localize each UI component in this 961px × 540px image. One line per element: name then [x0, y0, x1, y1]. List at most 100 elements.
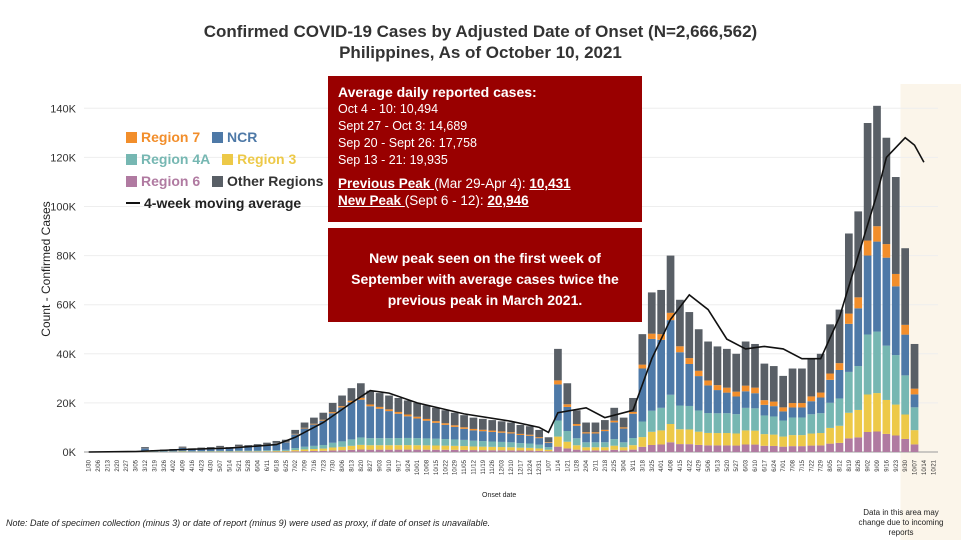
- bar-segment-ncr: [610, 422, 619, 440]
- previous-peak-label: Previous Peak: [338, 176, 435, 191]
- bar-segment-region6: [385, 449, 393, 452]
- bar-segment-region7: [873, 226, 881, 242]
- y-tick-label: 80K: [56, 251, 76, 263]
- legend-row-2: Region 4A Region 3: [126, 148, 331, 170]
- bar-segment-region7: [769, 401, 778, 407]
- bar-segment-other: [882, 137, 891, 245]
- bar-segment-other: [704, 341, 712, 381]
- bar-segment-region4a: [497, 441, 506, 448]
- new-peak: New Peak (Sept 6 - 12): 20,946: [338, 192, 632, 209]
- x-tick-label: 6/11: [265, 459, 271, 471]
- bar-segment-region3: [779, 436, 788, 447]
- bar-segment-other: [319, 412, 328, 420]
- bar-segment-region7: [638, 364, 647, 369]
- average-line-3: Sep 20 - Sept 26: 17,758: [338, 136, 477, 150]
- bar-segment-region6: [347, 449, 356, 452]
- bar-segment-region7: [629, 411, 637, 414]
- x-tick-label: 8/20: [359, 459, 365, 471]
- x-tick-label: 7/16: [312, 459, 318, 471]
- bar-segment-region3: [610, 445, 619, 450]
- bar-segment-region6: [535, 450, 544, 452]
- x-tick-label: 4/30: [209, 459, 215, 471]
- bar-segment-region7: [460, 427, 468, 429]
- bar-segment-region7: [722, 387, 731, 393]
- bar-segment-region3: [385, 445, 393, 450]
- x-tick-label: 9/16: [884, 459, 890, 471]
- x-tick-labels: 1/30 2/06 2/13 2/20 2/27 3/05 3/12 3/19 3/26 4/02…: [87, 459, 938, 475]
- bar-segment-ncr: [788, 407, 797, 418]
- bar-segment-region3: [563, 441, 572, 449]
- legend-label-region3: Region 3: [237, 151, 297, 167]
- bar-segment-ncr: [206, 448, 215, 452]
- legend-label-region7: Region 7: [141, 129, 201, 145]
- bar-segment-region3: [704, 432, 712, 446]
- bar-segment-region6: [863, 431, 872, 452]
- y-tick-label: 120K: [50, 152, 76, 164]
- legend-label-moving-average: 4-week moving average: [144, 195, 302, 211]
- bar-segment-other: [788, 368, 797, 404]
- bar-segment-ncr: [713, 390, 722, 414]
- bar-segment-region7: [572, 423, 581, 426]
- bar-segment-ncr: [844, 323, 853, 372]
- x-tick-label: 2/20: [115, 459, 121, 471]
- bar-segment-other: [554, 348, 562, 381]
- bar-segment-other: [197, 447, 206, 449]
- bar-segment-region3: [619, 447, 628, 451]
- bar-segment-other: [807, 358, 816, 397]
- x-tick-label: 8/19: [847, 459, 853, 471]
- bar-segment-region6: [591, 450, 600, 452]
- bar-segment-region7: [600, 429, 609, 432]
- bar-segment-other: [694, 329, 703, 371]
- bar-segment-region3: [516, 447, 525, 451]
- bar-segment-ncr: [497, 432, 506, 442]
- bar-segment-region6: [300, 451, 309, 452]
- bar-segment-region4a: [478, 441, 487, 447]
- x-tick-label: 4/02: [171, 459, 177, 471]
- bar-segment-ncr: [403, 416, 412, 438]
- bar-segment-ncr: [488, 431, 497, 442]
- x-tick-label: 6/17: [762, 459, 768, 471]
- bar-segment-region6: [497, 450, 506, 452]
- x-tick-label: 9/23: [894, 459, 900, 471]
- bar-segment-ncr: [563, 406, 572, 431]
- bar-segment-region7: [610, 420, 619, 423]
- bar-segment-ncr: [507, 433, 515, 443]
- bar-segment-region4a: [769, 416, 778, 435]
- legend-item-region6: Region 6: [126, 173, 200, 189]
- bar-segment-other: [216, 445, 224, 448]
- bar-segment-region7: [657, 334, 666, 340]
- bar-segment-region3: [835, 425, 844, 443]
- bar-segment-region6: [328, 450, 337, 452]
- bar-segment-region7: [375, 406, 384, 409]
- x-tick-label: 3/19: [152, 459, 158, 471]
- bar-segment-other: [769, 366, 778, 402]
- moving-average-swatch: [126, 202, 140, 204]
- bar-segment-ncr: [535, 438, 544, 445]
- bar-segment-region4a: [676, 405, 684, 430]
- bar-segment-region6: [722, 445, 731, 452]
- bar-segment-region7: [816, 392, 825, 398]
- bar-segment-region3: [873, 393, 881, 432]
- bar-segment-region6: [779, 446, 788, 452]
- bar-segment-region4a: [488, 441, 497, 447]
- bar-segment-region6: [610, 449, 619, 452]
- bar-segment-region3: [722, 433, 731, 446]
- bar-segment-region7: [403, 414, 412, 417]
- bar-segment-other: [910, 343, 919, 389]
- bar-segment-region7: [469, 428, 478, 431]
- bar-segment-region3: [319, 448, 328, 451]
- bar-segment-region7: [582, 432, 590, 434]
- legend-item-other: Other Regions: [212, 173, 323, 189]
- x-tick-label: 7/02: [293, 459, 299, 471]
- bar-segment-region4a: [666, 394, 675, 424]
- bar-segment-ncr: [704, 385, 712, 414]
- bar-segment-ncr: [469, 430, 478, 441]
- chart-title: Confirmed COVID-19 Cases by Adjusted Dat…: [203, 22, 758, 41]
- bar-segment-other: [206, 447, 215, 449]
- bar-segment-region3: [422, 445, 431, 450]
- bar-segment-region7: [525, 434, 534, 436]
- bar-segment-other: [544, 437, 553, 443]
- bar-segment-region4a: [366, 438, 375, 446]
- bar-segment-region4a: [469, 440, 478, 447]
- x-tick-label: 9/10: [387, 459, 393, 471]
